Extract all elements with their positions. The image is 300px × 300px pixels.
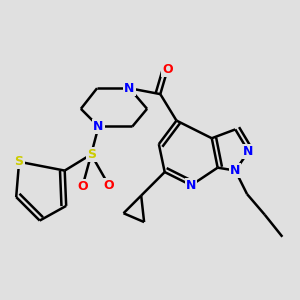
Text: S: S — [15, 155, 24, 168]
Text: O: O — [103, 179, 114, 192]
Text: N: N — [124, 82, 135, 95]
Text: O: O — [77, 180, 88, 193]
Text: N: N — [243, 145, 254, 158]
Text: O: O — [162, 63, 173, 76]
Text: N: N — [93, 120, 104, 133]
Text: N: N — [186, 179, 196, 192]
Text: N: N — [230, 164, 241, 177]
Text: S: S — [87, 148, 96, 161]
